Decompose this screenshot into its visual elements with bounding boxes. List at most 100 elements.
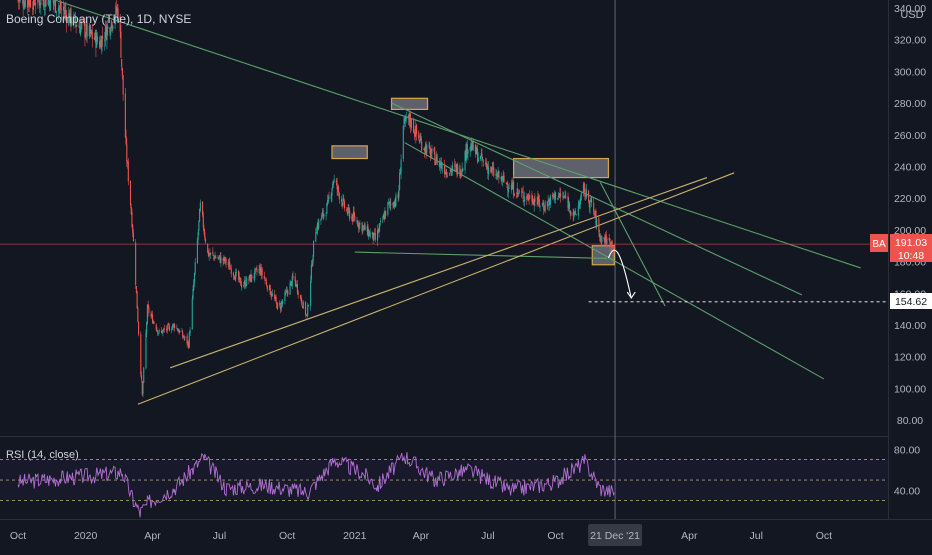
candle-body [61, 8, 62, 9]
candle-body [146, 323, 147, 334]
candle-body [203, 229, 204, 232]
target-price-text: 154.62 [895, 296, 927, 308]
candle-body [276, 297, 277, 301]
candle-body [343, 198, 344, 200]
candle-body [184, 338, 185, 339]
candle-body [310, 280, 311, 305]
candle-body [184, 337, 185, 338]
candle-body [588, 191, 589, 202]
time-tick-label: Apr [144, 530, 161, 542]
candle-body [473, 141, 474, 151]
candle-body [609, 239, 610, 247]
candle-body [315, 232, 316, 242]
candle-body [311, 265, 312, 280]
time-tick-label: Oct [547, 530, 563, 542]
candle-body [277, 303, 278, 309]
candle-body [295, 276, 296, 281]
candle-body [493, 168, 494, 176]
price-tick-label: 320.00 [894, 35, 926, 47]
price-tick-label: 80.00 [897, 415, 923, 427]
candle-body [140, 334, 141, 374]
candle-body [540, 206, 541, 207]
candle-body [174, 325, 175, 329]
candle-body [97, 36, 98, 41]
time-tick-label: Oct [10, 530, 26, 542]
candle-body [591, 197, 592, 203]
candle-body [488, 168, 489, 175]
candle-body [413, 119, 414, 132]
candle-body [303, 302, 304, 308]
candle-body [575, 211, 576, 215]
candle-body [290, 283, 291, 295]
candle-body [553, 194, 554, 197]
candle-body [158, 333, 159, 334]
price-tick-label: 240.00 [894, 161, 926, 173]
candle-body [85, 35, 86, 38]
candle-body [348, 208, 349, 211]
candle-body [213, 255, 214, 256]
price-tick-label: 100.00 [894, 383, 926, 395]
candle-body [25, 0, 26, 6]
ticker-badge-text: BA [872, 239, 886, 250]
price-tick-label: 260.00 [894, 130, 926, 142]
time-tick-label: 21 Dec '21 [590, 530, 640, 542]
projection-arrowhead [627, 292, 635, 298]
price-tick-label: 120.00 [894, 352, 926, 364]
candle-body [354, 216, 355, 221]
candle-body [586, 189, 587, 197]
candle-body [435, 162, 436, 165]
candle-body [333, 181, 334, 184]
rsi-legend[interactable]: RSI (14, close) [6, 449, 79, 461]
candle-body [596, 219, 597, 226]
candle-body [126, 136, 127, 144]
candle-body [203, 215, 204, 228]
candle-body [480, 156, 481, 159]
candle-body [401, 159, 402, 173]
symbol-legend[interactable]: Boeing Company (The), 1D, NYSE [6, 12, 191, 26]
candle-body [235, 272, 236, 281]
candle-body [233, 273, 234, 276]
candle-body [287, 291, 288, 294]
candle-body [390, 202, 391, 204]
candle-body [298, 292, 299, 295]
candle-body [462, 169, 463, 171]
candle-body [426, 145, 427, 153]
trendlines[interactable] [55, 0, 861, 404]
candle-body [236, 272, 237, 273]
candle-body [281, 303, 282, 311]
price-axis[interactable]: USD 340.00320.00300.00280.00260.00240.00… [894, 3, 926, 427]
candle-body [125, 94, 126, 138]
candle-body [181, 331, 182, 332]
candle-body [204, 232, 205, 237]
time-tick-label: Jul [213, 530, 226, 542]
trendline [138, 173, 734, 404]
candle-body [614, 246, 615, 248]
candle-body [167, 325, 168, 331]
candle-body [137, 308, 138, 321]
candle-body [147, 305, 148, 323]
candle-body [581, 193, 582, 199]
candle-body [576, 214, 577, 215]
candles [17, 0, 614, 397]
candle-body [508, 189, 509, 192]
candle-body [341, 199, 342, 201]
candle-body [313, 241, 314, 257]
candle-body [92, 32, 93, 39]
candle-body [210, 253, 211, 255]
time-tick-label: Jul [481, 530, 494, 542]
candle-body [560, 193, 561, 196]
candle-body [334, 179, 335, 181]
candle-body [519, 191, 520, 192]
candle-body [159, 330, 160, 331]
candle-body [483, 161, 484, 162]
candle-body [421, 141, 422, 150]
candle-body [420, 139, 421, 141]
candle-body [331, 189, 332, 196]
candle-body [318, 220, 319, 228]
trendline [170, 178, 707, 368]
countdown-text: 10:48 [898, 250, 924, 262]
